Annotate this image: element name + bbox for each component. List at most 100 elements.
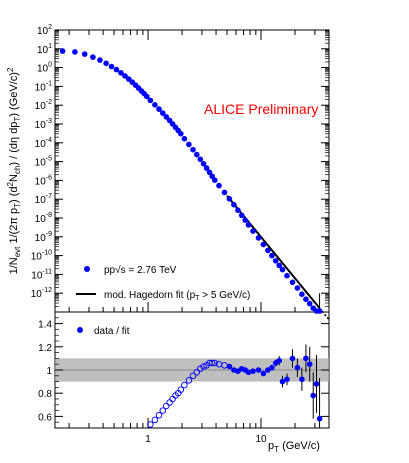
y-tick-label: 10-7 — [35, 193, 52, 206]
spectrum-data-point — [269, 252, 275, 259]
x-tick-label: 10 — [255, 434, 267, 445]
spectrum-data-point — [306, 300, 313, 307]
spectrum-legend: pp√s = 2.76 TeV mod. Hagedorn fit (pT > … — [76, 264, 250, 302]
spectrum-data-point — [216, 182, 222, 189]
spectrum-data-point — [197, 156, 204, 163]
ratio-filled-point — [279, 378, 286, 385]
ratio-filled-point — [313, 381, 320, 387]
y-tick-label: 10-12 — [31, 287, 52, 300]
spectrum-data-point — [113, 66, 120, 73]
ratio-open-point — [166, 399, 173, 406]
ratio-points-layer — [147, 344, 323, 428]
spectrum-data-point — [238, 212, 245, 219]
spectrum-data-point — [245, 222, 252, 228]
ratio-y-tick-label: 0.6 — [38, 412, 52, 423]
ratio-open-point — [177, 386, 185, 393]
y-tick-label: 10-2 — [35, 99, 52, 112]
legend-marker-ratio — [77, 327, 83, 333]
x-tick-label: 1 — [145, 434, 151, 445]
y-tick-label: 102 — [37, 24, 52, 37]
legend-fit-suffix: > 5 GeV/c) — [199, 290, 250, 301]
ratio-filled-point — [303, 355, 309, 362]
ratio-filled-point — [276, 357, 283, 364]
spectrum-data-point — [97, 57, 103, 63]
spectrum-data-point — [303, 296, 309, 303]
legend-label-fit: mod. Hagedorn fit (pT > 5 GeV/c) — [104, 290, 250, 302]
legend-fit-text: mod. Hagedorn fit (p — [104, 290, 196, 301]
spectrum-data-point — [279, 266, 286, 273]
spectrum-data-point — [294, 285, 301, 291]
ratio-open-point — [147, 421, 154, 428]
ratio-open-point — [185, 377, 193, 384]
ratio-open-point — [159, 407, 167, 414]
ratio-filled-point — [306, 361, 313, 368]
y-axis-label: 1/Nevt 1/(2π pT) (d2Nch) / (dη dpT) (GeV… — [6, 67, 22, 274]
spectrum-data-point — [260, 241, 267, 248]
ratio-open-point — [211, 359, 219, 367]
spectrum-data-point — [163, 114, 170, 120]
ratio-filled-point — [299, 376, 305, 383]
ratio-open-point — [189, 372, 197, 380]
y-tick-label: 10-10 — [31, 250, 52, 263]
ratio-open-point — [208, 359, 216, 367]
ratio-open-point — [169, 395, 176, 403]
y-tick-label: 10-8 — [35, 212, 52, 225]
legend-fit-subscript: T — [195, 295, 200, 302]
spectrum-data-point — [231, 201, 237, 208]
spectrum-data-point — [242, 217, 248, 223]
spectrum-data-point — [284, 272, 290, 279]
ratio-filled-point — [255, 367, 262, 373]
y-tick-label: 101 — [37, 43, 52, 56]
spectrum-data-point — [276, 262, 283, 269]
spectrum-data-point — [152, 102, 158, 108]
spectrum-data-point — [316, 308, 323, 314]
ratio-open-point — [163, 402, 170, 410]
hagedorn-fit-extrapolation — [319, 307, 330, 321]
ratio-open-point — [200, 363, 207, 370]
spectrum-data-point — [186, 141, 192, 148]
spectrum-data-point — [255, 235, 262, 241]
ratio-y-tick-label: 0.8 — [38, 389, 52, 400]
y-tick-label: 10-3 — [35, 118, 52, 131]
spectrum-data-point — [118, 70, 124, 76]
ratio-filled-point — [250, 368, 256, 375]
spectrum-data-point — [235, 207, 241, 213]
spectrum-data-point — [122, 73, 128, 79]
ratio-filled-point — [284, 376, 290, 383]
legend-marker-data — [84, 266, 90, 272]
ratio-legend: data / fit — [77, 326, 130, 337]
ratio-filled-point — [310, 392, 317, 399]
ratio-filled-point — [226, 363, 233, 370]
legend-label-data: pp√s = 2.76 TeV — [104, 264, 177, 276]
spectrum-axis-ticks: 102 101 100 10-1 10-2 10-3 10-4 10-5 10-6 10-7 10-… — [31, 24, 330, 312]
ratio-open-point — [181, 381, 188, 389]
x-axis-label: pT (GeV/c) — [268, 440, 320, 454]
ratio-filled-point — [294, 364, 301, 371]
spectrum-data-point — [200, 161, 207, 167]
ratio-filled-point — [245, 369, 252, 376]
spectrum-data-point — [59, 48, 66, 54]
spectrum-data-point — [194, 151, 200, 158]
ratio-open-point — [155, 411, 163, 419]
spectrum-data-point — [289, 279, 296, 286]
legend-label-ratio: data / fit — [94, 326, 130, 337]
spectrum-data-point — [160, 110, 166, 116]
spectrum-data-point — [178, 130, 184, 137]
ratio-filled-point — [316, 415, 323, 422]
spectrum-data-point — [103, 60, 109, 67]
y-tick-label: 10-6 — [35, 174, 52, 187]
spectrum-data-point — [299, 291, 305, 298]
y-tick-label: 100 — [37, 62, 52, 75]
ratio-open-point — [151, 416, 159, 424]
spectrum-data-point — [147, 97, 154, 104]
spectrum-data-point — [212, 177, 218, 183]
spectrum-data-point — [221, 189, 228, 196]
spectrum-data-point — [181, 135, 188, 142]
y-tick-label: 10-1 — [35, 80, 52, 93]
y-tick-label: 10-4 — [35, 137, 52, 150]
spectrum-data-point — [81, 51, 88, 57]
alice-preliminary-annotation: ALICE Preliminary — [204, 101, 318, 117]
spectrum-data-point — [72, 49, 78, 55]
spectrum-data-point — [144, 93, 150, 100]
